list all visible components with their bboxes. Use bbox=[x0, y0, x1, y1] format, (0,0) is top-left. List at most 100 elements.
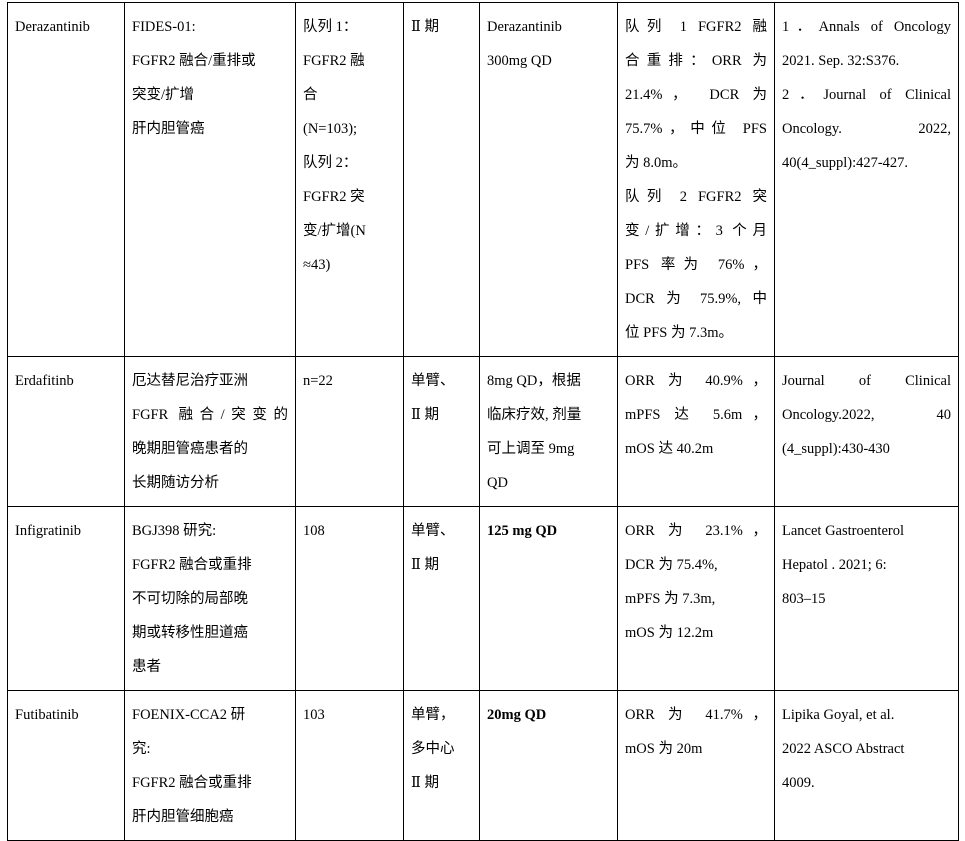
cell-results: ORR 为 23.1%， DCR 为 75.4%, mPFS 为 7.3m, m… bbox=[617, 506, 775, 691]
text-line: Infigratinib bbox=[15, 523, 82, 539]
cell-reference: 1．Annals of Oncology 2021. Sep. 32:S376.… bbox=[774, 2, 959, 357]
cell-phase: 单臂， 多中心 Ⅱ 期 bbox=[403, 690, 480, 841]
dose-text: 20mg QD bbox=[487, 698, 610, 732]
text-line: 队列 1： bbox=[303, 19, 358, 35]
cell-enrollment: n=22 bbox=[295, 356, 404, 507]
drug-name-text: Futibatinib bbox=[15, 698, 117, 732]
dose-text: Derazantinib 300mg QD bbox=[487, 10, 610, 78]
text-line: mPFS 为 7.3m, bbox=[625, 591, 716, 607]
text-line: 单臂、 bbox=[411, 523, 455, 539]
text-line: DCR 为 75.4%, bbox=[625, 557, 718, 573]
text-line: FGFR2 融合或重排 bbox=[132, 557, 252, 573]
text-line: 队列 2： bbox=[303, 155, 358, 171]
text-line: 可上调至 9mg bbox=[487, 441, 575, 457]
text-line: ORR 为 40.9%， bbox=[625, 373, 767, 389]
phase-text: 单臂， 多中心 Ⅱ 期 bbox=[411, 698, 472, 800]
reference-text: Lancet Gastroenterol Hepatol . 2021; 6: … bbox=[782, 514, 951, 616]
text-line: DCR 为 75.9%, 中 bbox=[625, 291, 767, 307]
text-line: Ⅱ 期 bbox=[411, 19, 439, 35]
text-line: mOS 为 20m bbox=[625, 741, 703, 757]
results-text: 队列 1 FGFR2 融 合重排：ORR 为 21.4%， DCR 为 75.7… bbox=[625, 10, 767, 350]
text-line: mOS 为 12.2m bbox=[625, 625, 714, 641]
text-line: 期或转移性胆道癌 bbox=[132, 625, 248, 641]
text-line: Lipika Goyal, et al. bbox=[782, 707, 895, 723]
text-line: 临床疗效, 剂量 bbox=[487, 407, 582, 423]
text-line: 803–15 bbox=[782, 591, 826, 607]
cell-study-description: BGJ398 研究: FGFR2 融合或重排 不可切除的局部晚 期或转移性胆道癌… bbox=[124, 506, 296, 691]
cell-results: 队列 1 FGFR2 融 合重排：ORR 为 21.4%， DCR 为 75.7… bbox=[617, 2, 775, 357]
cell-study-description: 厄达替尼治疗亚洲 FGFR 融合/突变的 晚期胆管癌患者的 长期随访分析 bbox=[124, 356, 296, 507]
text-line: 103 bbox=[303, 707, 325, 723]
cell-dose: 20mg QD bbox=[479, 690, 618, 841]
text-line: Journal of Clinical bbox=[782, 373, 951, 389]
results-text: ORR 为 40.9%， mPFS 达 5.6m， mOS 达 40.2m bbox=[625, 364, 767, 466]
text-line: (4_suppl):430-430 bbox=[782, 441, 890, 457]
enrollment-text: n=22 bbox=[303, 364, 396, 398]
text-line: Lancet Gastroenterol bbox=[782, 523, 904, 539]
study-description-text: FIDES-01: FGFR2 融合/重排或 突变/扩增 肝内胆管癌 bbox=[132, 10, 288, 146]
text-line: Derazantinib bbox=[487, 19, 562, 35]
cell-dose: 8mg QD，根据 临床疗效, 剂量 可上调至 9mg QD bbox=[479, 356, 618, 507]
study-description-text: BGJ398 研究: FGFR2 融合或重排 不可切除的局部晚 期或转移性胆道癌… bbox=[132, 514, 288, 684]
text-line: ORR 为 23.1%， bbox=[625, 523, 767, 539]
study-description-text: FOENIX-CCA2 研 究: FGFR2 融合或重排 肝内胆管细胞癌 bbox=[132, 698, 288, 834]
text-line: 变/扩增：3 个月 bbox=[625, 223, 767, 239]
text-line: Ⅱ 期 bbox=[411, 775, 439, 791]
text-line: ≈43) bbox=[303, 257, 331, 273]
text-line: Oncology. 2022, bbox=[782, 121, 951, 137]
reference-text: Journal of Clinical Oncology.2022, 40 (4… bbox=[782, 364, 951, 466]
text-line: Derazantinib bbox=[15, 19, 90, 35]
cell-phase: 单臂、 Ⅱ 期 bbox=[403, 356, 480, 507]
text-line: 不可切除的局部晚 bbox=[132, 591, 248, 607]
cell-study-description: FIDES-01: FGFR2 融合/重排或 突变/扩增 肝内胆管癌 bbox=[124, 2, 296, 357]
cell-drug-name: Erdafitinb bbox=[7, 356, 125, 507]
cell-drug-name: Infigratinib bbox=[7, 506, 125, 691]
text-line: PFS 率为 76%， bbox=[625, 257, 767, 273]
table-body: Derazantinib FIDES-01: FGFR2 融合/重排或 突变/扩… bbox=[7, 2, 959, 841]
cell-enrollment: 队列 1： FGFR2 融 合 (N=103); 队列 2： FGFR2 突 变… bbox=[295, 2, 404, 357]
text-line: mOS 达 40.2m bbox=[625, 441, 714, 457]
enrollment-text: 103 bbox=[303, 698, 396, 732]
text-line: 2．Journal of Clinical bbox=[782, 87, 951, 103]
text-line: Futibatinib bbox=[15, 707, 79, 723]
text-line: Hepatol . 2021; 6: bbox=[782, 557, 887, 573]
text-line: n=22 bbox=[303, 373, 333, 389]
text-line: 变/扩增(N bbox=[303, 223, 366, 239]
text-line: 肝内胆管癌 bbox=[132, 121, 205, 137]
text-line: 队列 1 FGFR2 融 bbox=[625, 19, 767, 35]
cell-results: ORR 为 41.7%， mOS 为 20m bbox=[617, 690, 775, 841]
cell-phase: 单臂、 Ⅱ 期 bbox=[403, 506, 480, 691]
cell-enrollment: 103 bbox=[295, 690, 404, 841]
text-line: 合重排：ORR 为 bbox=[625, 53, 767, 69]
text-line: Oncology.2022, 40 bbox=[782, 407, 951, 423]
table-row: Derazantinib FIDES-01: FGFR2 融合/重排或 突变/扩… bbox=[7, 2, 959, 357]
text-line: 究: bbox=[132, 741, 151, 757]
drug-name-text: Infigratinib bbox=[15, 514, 117, 548]
text-line: 8mg QD，根据 bbox=[487, 373, 581, 389]
text-line: 多中心 bbox=[411, 741, 455, 757]
phase-text: Ⅱ 期 bbox=[411, 10, 472, 44]
text-line: FGFR2 突 bbox=[303, 189, 365, 205]
enrollment-text: 108 bbox=[303, 514, 396, 548]
text-line: ORR 为 41.7%， bbox=[625, 707, 767, 723]
text-line: 为 8.0m。 bbox=[625, 155, 688, 171]
cell-phase: Ⅱ 期 bbox=[403, 2, 480, 357]
text-line: 125 mg QD bbox=[487, 523, 558, 539]
text-line: 患者 bbox=[132, 659, 161, 675]
text-line: 位 PFS 为 7.3m。 bbox=[625, 325, 733, 341]
cell-reference: Lipika Goyal, et al. 2022 ASCO Abstract … bbox=[774, 690, 959, 841]
cell-results: ORR 为 40.9%， mPFS 达 5.6m， mOS 达 40.2m bbox=[617, 356, 775, 507]
enrollment-text: 队列 1： FGFR2 融 合 (N=103); 队列 2： FGFR2 突 变… bbox=[303, 10, 396, 282]
cell-drug-name: Derazantinib bbox=[7, 2, 125, 357]
drug-name-text: Derazantinib bbox=[15, 10, 117, 44]
text-line: 21.4%， DCR 为 bbox=[625, 87, 767, 103]
table-row: Infigratinib BGJ398 研究: FGFR2 融合或重排 不可切除… bbox=[7, 506, 959, 691]
text-line: 队列 2 FGFR2 突 bbox=[625, 189, 767, 205]
results-text: ORR 为 41.7%， mOS 为 20m bbox=[625, 698, 767, 766]
reference-text: Lipika Goyal, et al. 2022 ASCO Abstract … bbox=[782, 698, 951, 800]
text-line: 厄达替尼治疗亚洲 bbox=[132, 373, 248, 389]
table-row: Erdafitinb 厄达替尼治疗亚洲 FGFR 融合/突变的 晚期胆管癌患者的… bbox=[7, 356, 959, 507]
text-line: QD bbox=[487, 475, 508, 491]
text-line: 单臂， bbox=[411, 707, 455, 723]
dose-text: 125 mg QD bbox=[487, 514, 610, 548]
